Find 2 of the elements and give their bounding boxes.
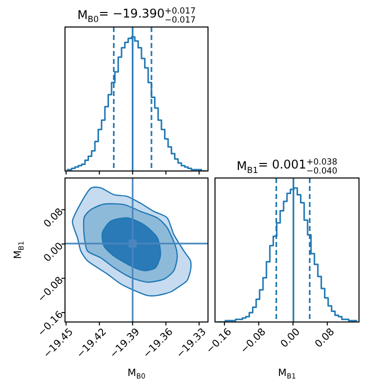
x-axis-title: M$_{B0}$ xyxy=(128,368,146,380)
x-axis-title: M$_{B1}$ xyxy=(278,368,296,380)
